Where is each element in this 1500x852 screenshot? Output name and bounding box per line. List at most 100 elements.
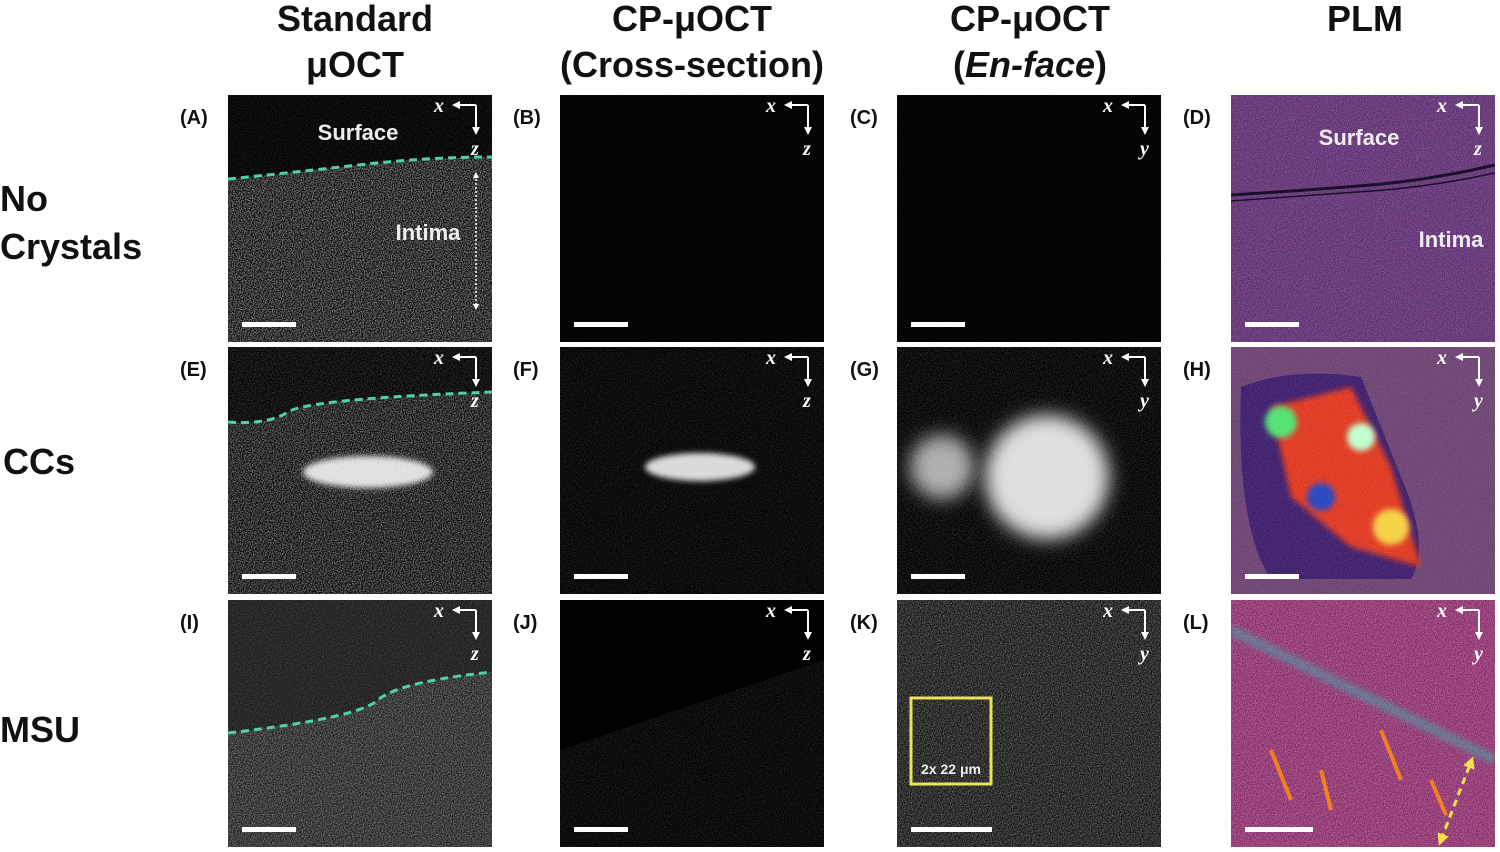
row-label: MSU xyxy=(0,706,80,754)
header-part: ) xyxy=(1095,44,1108,85)
axis-label: z xyxy=(1473,138,1482,160)
axis-label: x xyxy=(1102,600,1113,622)
column-header: Standard μOCT xyxy=(185,0,525,88)
panel-label: (E) xyxy=(180,359,207,381)
surface-edge xyxy=(1231,163,1495,197)
texture xyxy=(1231,600,1495,847)
annotation: Surface xyxy=(1319,125,1400,150)
scale-bar xyxy=(1245,322,1299,327)
annotation: Intima xyxy=(1419,227,1485,252)
axis-label: y xyxy=(1138,390,1149,412)
scale-bar xyxy=(911,322,965,327)
texture xyxy=(897,95,1161,342)
panel-image: xy xyxy=(1231,347,1495,594)
row-label: CCs xyxy=(3,438,75,486)
panel-image: x z Surface Intima xyxy=(228,95,492,342)
header-line: μOCT xyxy=(305,44,404,85)
scale-bar xyxy=(911,574,965,579)
tissue xyxy=(560,660,824,847)
column-header: CP-μOCT (Cross-section) xyxy=(522,0,862,88)
crystal xyxy=(303,456,433,488)
axis-label: y xyxy=(1472,643,1483,665)
texture xyxy=(1231,347,1495,594)
header-part: En-face xyxy=(964,44,1096,85)
row-label: No Crystals xyxy=(0,175,142,271)
panel: x z Surface Intima xyxy=(1231,95,1495,342)
crystal xyxy=(1269,729,1448,816)
texture xyxy=(1231,95,1495,342)
panel-label: (D) xyxy=(1183,107,1211,129)
panel-label: (L) xyxy=(1183,612,1209,634)
scale-bar xyxy=(574,322,628,327)
axis-label: x xyxy=(1436,600,1447,622)
row-label-line: CCs xyxy=(3,441,76,482)
scale-bar xyxy=(242,322,296,327)
axis-label: x xyxy=(765,347,776,369)
panel-image: x z Surface Intima xyxy=(1231,95,1495,342)
axis-label: z xyxy=(470,643,479,665)
panel-image: xz xyxy=(560,600,824,847)
scale-bar xyxy=(574,827,628,832)
annotation: 2x 22 μm xyxy=(921,761,981,777)
axis-label: x xyxy=(433,95,444,117)
axis-label: x xyxy=(433,347,444,369)
axis-label: x xyxy=(765,600,776,622)
axis-label: x xyxy=(765,95,776,117)
orientation-arrow xyxy=(1437,756,1475,846)
axis-label: x xyxy=(433,600,444,622)
axis-label: x xyxy=(1436,95,1447,117)
tissue xyxy=(228,672,492,847)
panel-image: xz xyxy=(560,347,824,594)
panel-image: xz xyxy=(228,347,492,594)
texture xyxy=(897,347,1161,594)
texture xyxy=(560,95,824,342)
panel-label: (G) xyxy=(850,359,879,381)
panel-label: (A) xyxy=(180,107,208,129)
axis-label: z xyxy=(470,390,479,412)
panel: x y 2x 22 μm xyxy=(897,600,1161,847)
annotation: Intima xyxy=(396,220,462,245)
axis-label: z xyxy=(802,643,811,665)
texture xyxy=(897,600,1161,847)
scale-bar xyxy=(242,574,296,579)
panel-label: (B) xyxy=(513,107,541,129)
header-line: CP-μOCT xyxy=(949,0,1110,39)
scale-bar xyxy=(1245,574,1299,579)
panel-image: xy xyxy=(897,95,1161,342)
axis-label: z xyxy=(802,138,811,160)
fiber xyxy=(1231,625,1495,765)
header-line: CP-μOCT xyxy=(611,0,772,39)
panel-image: x y 2x 22 μm xyxy=(897,600,1161,847)
axis-label: z xyxy=(802,390,811,412)
panel-image: xy xyxy=(897,347,1161,594)
panel-label: (J) xyxy=(513,612,538,634)
axis-label: y xyxy=(1472,390,1483,412)
axis-label: z xyxy=(470,138,479,160)
surface-line xyxy=(228,390,492,424)
panel-label: (K) xyxy=(850,612,878,634)
scale-bar xyxy=(574,574,628,579)
axis-label: y xyxy=(1138,138,1149,160)
panel-image: xz xyxy=(228,600,492,847)
panel-label: (I) xyxy=(180,612,199,634)
inset-box xyxy=(909,696,993,786)
crystal xyxy=(645,453,755,481)
axis-label: x xyxy=(1436,347,1447,369)
panel-label: (H) xyxy=(1183,359,1211,381)
panel-image: xy xyxy=(1231,600,1495,847)
column-header: CP-μOCT (En-face) xyxy=(860,0,1200,88)
scale-bar xyxy=(242,827,296,832)
header-line: (En-face) xyxy=(860,42,1200,88)
scale-bar xyxy=(1245,827,1313,832)
header-part: ( xyxy=(952,44,965,85)
axis-label: x xyxy=(1102,347,1113,369)
scale-bar xyxy=(911,827,992,832)
panel-image: xz xyxy=(560,95,824,342)
